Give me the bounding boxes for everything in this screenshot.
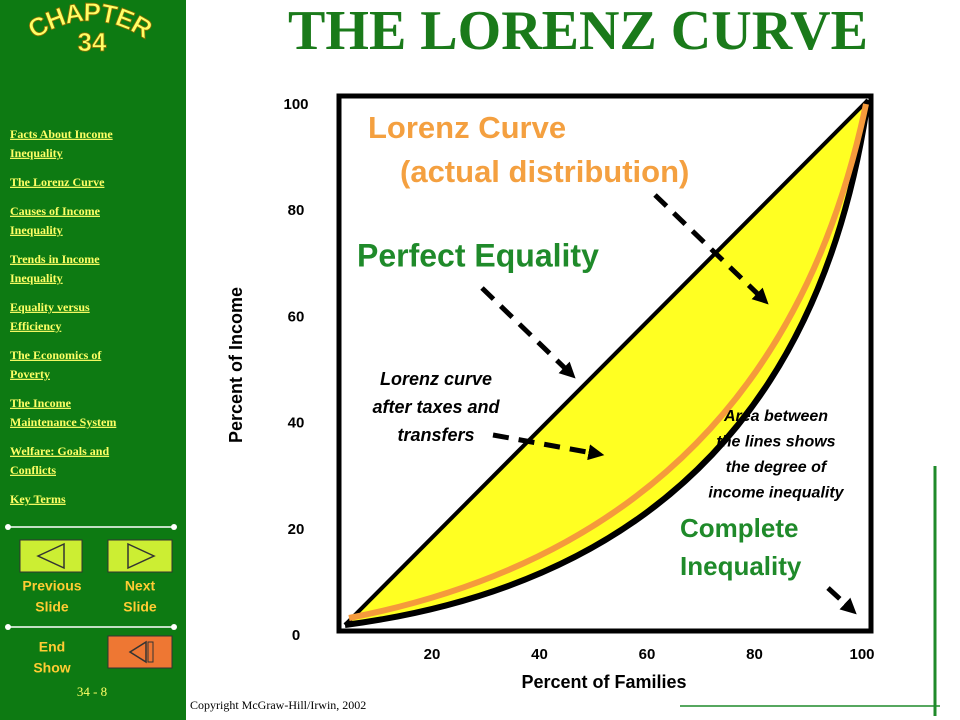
- page-number: 34 - 8: [77, 684, 107, 699]
- ticks: 0 20 40 60 80 100 20 40 60 80 100: [283, 96, 874, 663]
- right-arrow[interactable]: [127, 542, 156, 570]
- nav-link[interactable]: Efficiency: [10, 319, 61, 333]
- copyright: Copyright McGraw-Hill/Irwin, 2002: [190, 698, 366, 712]
- chapter-text: CHAPTER: [22, 0, 158, 45]
- arrow: [492, 432, 605, 461]
- arrow: [826, 586, 857, 615]
- end-bar[interactable]: [147, 641, 154, 663]
- nav-link[interactable]: Poverty: [10, 367, 50, 381]
- after-tax-curve: [348, 103, 869, 621]
- next-label: Slide: [123, 599, 157, 615]
- nav-link[interactable]: The Economics of: [10, 348, 102, 362]
- arrow: [480, 286, 576, 379]
- equality-line: [343, 98, 870, 627]
- area-note: the degree of: [726, 459, 828, 476]
- x-tick-label: 20: [424, 646, 441, 663]
- inequality-label: Complete: [680, 513, 798, 543]
- previous-button[interactable]: [19, 539, 83, 573]
- nav-link[interactable]: Causes of Income: [10, 204, 101, 218]
- lorenz-curve: [344, 99, 871, 628]
- title: THE LORENZ CURVE: [288, 0, 868, 62]
- divider-dot: [5, 624, 11, 630]
- area-note: the lines shows: [716, 434, 835, 451]
- nav-link[interactable]: Equality versus: [10, 300, 90, 314]
- sidebar: [0, 0, 186, 720]
- lorenz-label: (actual distribution): [400, 154, 689, 189]
- nav-link[interactable]: The Income: [10, 396, 72, 410]
- nav-link[interactable]: Conflicts: [10, 463, 56, 477]
- link-list: Facts About Income Inequality The Lorenz C…: [10, 127, 116, 506]
- nav-link[interactable]: Facts About Income: [10, 127, 113, 141]
- x-tick-label: 80: [746, 646, 763, 663]
- previous-label: Previous: [22, 578, 81, 594]
- x-tick-label: 100: [849, 646, 874, 663]
- nav-link[interactable]: Maintenance System: [10, 415, 116, 429]
- nav-link[interactable]: Welfare: Goals and: [10, 444, 109, 458]
- nav-link[interactable]: Inequality: [10, 146, 63, 160]
- area-note: Area between: [723, 408, 828, 425]
- previous-label: Slide: [35, 599, 69, 615]
- nav-link[interactable]: Key Terms: [10, 492, 66, 506]
- y-tick-label: 80: [288, 202, 305, 219]
- area-note: income inequality: [708, 485, 844, 502]
- nav-link[interactable]: Inequality: [10, 271, 63, 285]
- chapter-number: 34: [78, 27, 107, 57]
- end-label: Show: [33, 660, 70, 676]
- end-label: End: [39, 639, 65, 655]
- x-axis-label: Percent of Families: [521, 672, 686, 692]
- nav-labels: Previous Slide Next Slide End Show: [22, 578, 157, 676]
- notes: Lorenz curve after taxes and transfers Area…: [372, 369, 844, 502]
- end-arrow[interactable]: [128, 640, 147, 664]
- lorenz-label: Lorenz Curve: [368, 110, 566, 145]
- end-button[interactable]: [107, 635, 173, 669]
- divider-dot: [5, 524, 11, 530]
- divider-dot: [171, 524, 177, 530]
- y-tick-label: 40: [288, 415, 305, 432]
- divider-dot: [171, 624, 177, 630]
- chapter-label: CHAPTER: [23, 0, 158, 44]
- nav-link[interactable]: The Lorenz Curve: [10, 175, 105, 189]
- next-label: Next: [125, 578, 156, 594]
- after-tax-note: Lorenz curve: [380, 369, 492, 389]
- y-tick-label: 100: [283, 96, 308, 113]
- y-tick-label: 60: [288, 308, 305, 325]
- y-tick-label: 0: [292, 627, 300, 644]
- x-tick-label: 40: [531, 646, 548, 663]
- after-tax-note: transfers: [397, 425, 474, 445]
- next-button[interactable]: [107, 539, 173, 573]
- equality-label: Perfect Equality: [357, 237, 599, 273]
- nav-link[interactable]: Trends in Income: [10, 252, 100, 266]
- y-axis-label: Percent of Income: [226, 287, 246, 443]
- nav-link[interactable]: Inequality: [10, 223, 63, 237]
- inequality-label: Inequality: [680, 551, 802, 581]
- left-arrow[interactable]: [36, 542, 65, 570]
- after-tax-note: after taxes and: [372, 397, 500, 417]
- y-tick-label: 20: [288, 521, 305, 538]
- x-tick-label: 60: [639, 646, 656, 663]
